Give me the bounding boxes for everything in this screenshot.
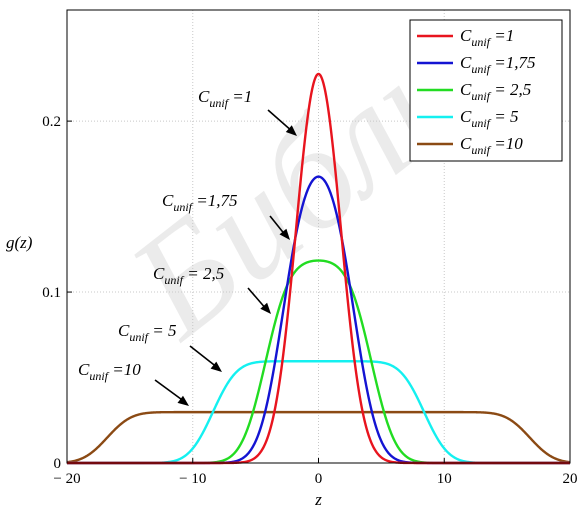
annotation-value: = 5 (148, 321, 176, 340)
annotation-value: =1 (228, 87, 252, 106)
legend-label-sub: unif (471, 62, 491, 76)
y-tick-label: 0.2 (42, 114, 61, 130)
legend-label-main: C (460, 80, 472, 99)
legend-label-sub: unif (471, 89, 491, 103)
legend-label-sub: unif (471, 116, 491, 130)
annotation-main: C (162, 191, 174, 210)
annotation-label: Cunif =1 (198, 87, 252, 110)
legend-label-main: C (460, 53, 472, 72)
y-axis-label: g(z) (6, 233, 33, 252)
annotation-value: =1,75 (192, 191, 237, 210)
annotation-main: C (118, 321, 130, 340)
y-tick-label: 0 (54, 456, 62, 472)
annotation-sub: unif (173, 200, 193, 214)
x-tick-label: 10 (437, 471, 452, 487)
x-tick-label: 20 (563, 471, 577, 487)
legend-label-sub: unif (471, 143, 491, 157)
legend: Cunif =1 Cunif =1,75 Cunif = 2,5 Cunif = 5 C… (410, 20, 562, 161)
x-tick-label: − 10 (179, 471, 206, 487)
x-tick-label: − 20 (53, 471, 80, 487)
annotation-sub: unif (209, 96, 229, 110)
legend-label-value: = 5 (490, 107, 518, 126)
legend-label-main: C (460, 107, 472, 126)
annotation-label: Cunif = 5 (118, 321, 177, 344)
y-tick-label: 0.1 (42, 285, 61, 301)
annotation-main: C (198, 87, 210, 106)
legend-label-main: C (460, 134, 472, 153)
annotation-arrow (155, 380, 185, 402)
annotation-label: Cunif =10 (78, 360, 141, 383)
legend-label-sub: unif (471, 35, 491, 49)
annotation-sub: unif (89, 369, 109, 383)
annotation-main: C (78, 360, 90, 379)
x-axis-label: z (314, 490, 322, 509)
legend-label-value: =1,75 (490, 53, 535, 72)
annotation-value: =10 (108, 360, 141, 379)
legend-label-main: C (460, 26, 472, 45)
annotation-sub: unif (129, 330, 149, 344)
annotation-sub: unif (164, 273, 184, 287)
x-tick-label: 0 (315, 471, 323, 487)
legend-label-value: =1 (490, 26, 514, 45)
annotation-main: C (153, 264, 165, 283)
legend-label-value: =10 (490, 134, 523, 153)
annotation-value: = 2,5 (183, 264, 224, 283)
legend-label-value: = 2,5 (490, 80, 531, 99)
